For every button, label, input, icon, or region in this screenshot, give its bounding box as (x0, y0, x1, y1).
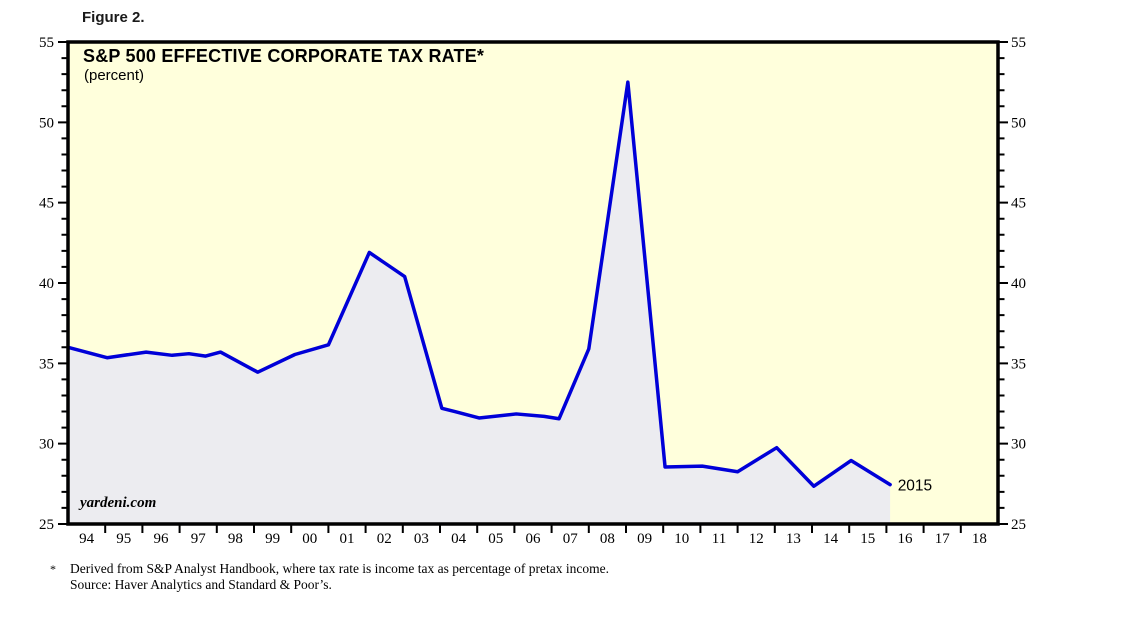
x-axis-tick-label: 10 (674, 531, 689, 547)
y-axis-tick-label-left: 50 (39, 115, 54, 131)
y-axis-tick-label-right: 30 (1011, 437, 1026, 453)
y-axis-tick-label-right: 25 (1011, 517, 1026, 533)
x-axis-tick-label: 03 (414, 531, 429, 547)
x-axis-tick-label: 01 (340, 531, 355, 547)
x-axis-tick-label: 12 (749, 531, 764, 547)
x-axis-tick-label: 05 (488, 531, 503, 547)
x-axis-tick-label: 13 (786, 531, 801, 547)
x-axis-tick-label: 08 (600, 531, 615, 547)
watermark-yardeni: yardeni.com (80, 495, 157, 511)
x-axis-tick-label: 14 (823, 531, 839, 547)
chart-title: S&P 500 EFFECTIVE CORPORATE TAX RATE* (83, 46, 485, 66)
year-2015-annotation: 2015 (898, 477, 932, 494)
y-axis-tick-label-right: 35 (1011, 356, 1026, 372)
y-axis-tick-label-right: 55 (1011, 35, 1026, 51)
y-axis-tick-label-left: 30 (39, 437, 54, 453)
x-axis-tick-label: 07 (563, 531, 579, 547)
axis-ticks (58, 41, 1008, 533)
y-axis-tick-label-left: 55 (39, 35, 54, 51)
x-axis-tick-label: 02 (377, 531, 392, 547)
y-axis-tick-label-left: 45 (39, 196, 54, 212)
x-axis-tick-label: 00 (302, 531, 317, 547)
y-axis-tick-label-right: 50 (1011, 115, 1026, 131)
area-fill (68, 82, 891, 525)
x-axis-tick-label: 11 (712, 531, 726, 547)
y-axis-tick-label-left: 25 (39, 517, 54, 533)
y-axis-tick-label-left: 35 (39, 356, 54, 372)
x-axis-tick-label: 09 (637, 531, 652, 547)
y-axis-tick-label-left: 40 (39, 276, 54, 292)
x-axis-tick-label: 18 (972, 531, 987, 547)
footnote-line-2: Source: Haver Analytics and Standard & P… (70, 577, 332, 592)
x-axis-tick-label: 17 (935, 531, 951, 547)
x-axis-tick-label: 06 (526, 531, 542, 547)
figure-label: Figure 2. (82, 9, 145, 26)
x-axis-tick-label: 95 (116, 531, 131, 547)
y-axis-tick-label-right: 40 (1011, 276, 1026, 292)
x-axis-tick-label: 99 (265, 531, 280, 547)
x-axis-tick-label: 98 (228, 531, 243, 547)
tax-rate-line (66, 80, 892, 488)
footnote-marker: * (50, 562, 56, 576)
x-axis-tick-label: 97 (191, 531, 207, 547)
x-axis-tick-label: 15 (860, 531, 875, 547)
plot-frame (66, 40, 1000, 526)
x-axis-tick-label: 16 (898, 531, 914, 547)
x-axis-tick-label: 96 (154, 531, 170, 547)
chart-subtitle: (percent) (84, 67, 145, 84)
x-axis-tick-label: 04 (451, 531, 467, 547)
x-axis-tick-label: 94 (79, 531, 95, 547)
footnote-line-1: Derived from S&P Analyst Handbook, where… (70, 561, 609, 576)
footnote: * Derived from S&P Analyst Handbook, whe… (50, 561, 609, 593)
y-axis-tick-label-right: 45 (1011, 196, 1026, 212)
footnote-text: Derived from S&P Analyst Handbook, where… (70, 561, 609, 593)
